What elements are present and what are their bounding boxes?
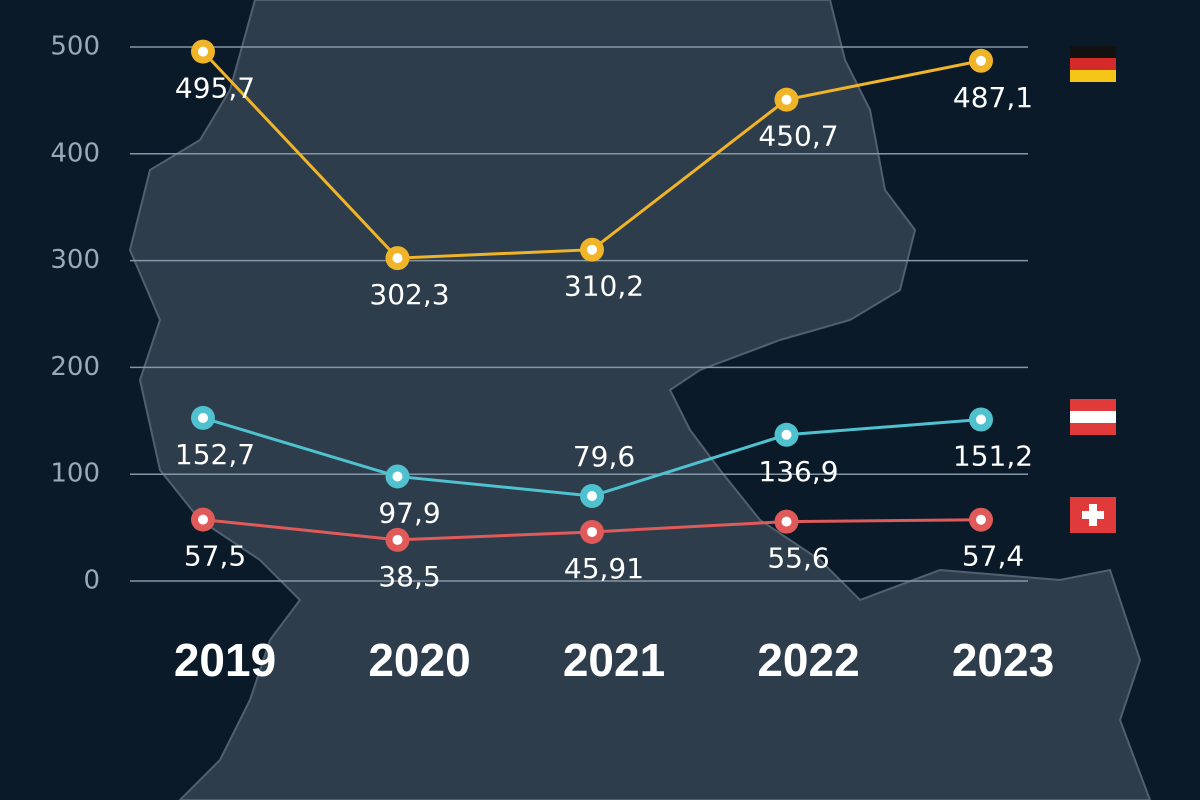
- x-tick-label: 2020: [368, 634, 470, 686]
- value-label: 487,1: [953, 81, 1033, 114]
- y-tick-label: 300: [50, 245, 100, 275]
- x-tick-label: 2019: [174, 634, 276, 686]
- data-point-center: [976, 414, 986, 425]
- y-tick-label: 200: [50, 352, 100, 382]
- data-point-center: [587, 244, 597, 255]
- flag-switzerland: [1070, 497, 1116, 533]
- data-point-center: [976, 514, 986, 525]
- data-point-center: [392, 253, 403, 264]
- data-point-center: [392, 534, 403, 545]
- flag-austria: [1070, 399, 1116, 435]
- value-label: 97,9: [378, 496, 440, 529]
- x-tick-label: 2021: [563, 634, 665, 686]
- value-label: 79,6: [573, 440, 635, 473]
- data-point-center: [198, 46, 208, 57]
- y-tick-label: 0: [83, 566, 100, 596]
- value-label: 57,4: [962, 540, 1024, 573]
- data-point-center: [781, 516, 792, 527]
- map-background: [128, 0, 1152, 800]
- value-label: 136,9: [758, 455, 838, 488]
- x-tick-label: 2023: [952, 634, 1054, 686]
- value-label: 450,7: [758, 120, 838, 153]
- data-point-center: [392, 471, 403, 482]
- value-label: 45,91: [564, 552, 644, 585]
- data-point-center: [587, 490, 597, 501]
- data-point-center: [781, 94, 792, 105]
- value-label: 38,5: [378, 560, 440, 593]
- value-label: 310,2: [564, 270, 644, 303]
- y-tick-label: 500: [50, 32, 100, 62]
- value-label: 151,2: [953, 440, 1033, 473]
- x-tick-label: 2022: [757, 634, 859, 686]
- value-label: 302,3: [369, 278, 449, 311]
- flag-germany: [1070, 46, 1116, 82]
- value-label: 495,7: [175, 72, 255, 105]
- data-point-center: [976, 55, 986, 66]
- y-tick-label: 400: [50, 138, 100, 168]
- data-point-center: [198, 514, 208, 525]
- data-point-center: [198, 412, 208, 423]
- value-label: 152,7: [175, 438, 255, 471]
- value-label: 55,6: [767, 542, 829, 575]
- value-label: 57,5: [184, 540, 246, 573]
- data-point-center: [781, 429, 792, 440]
- data-point-center: [587, 526, 597, 537]
- y-tick-label: 100: [50, 459, 100, 489]
